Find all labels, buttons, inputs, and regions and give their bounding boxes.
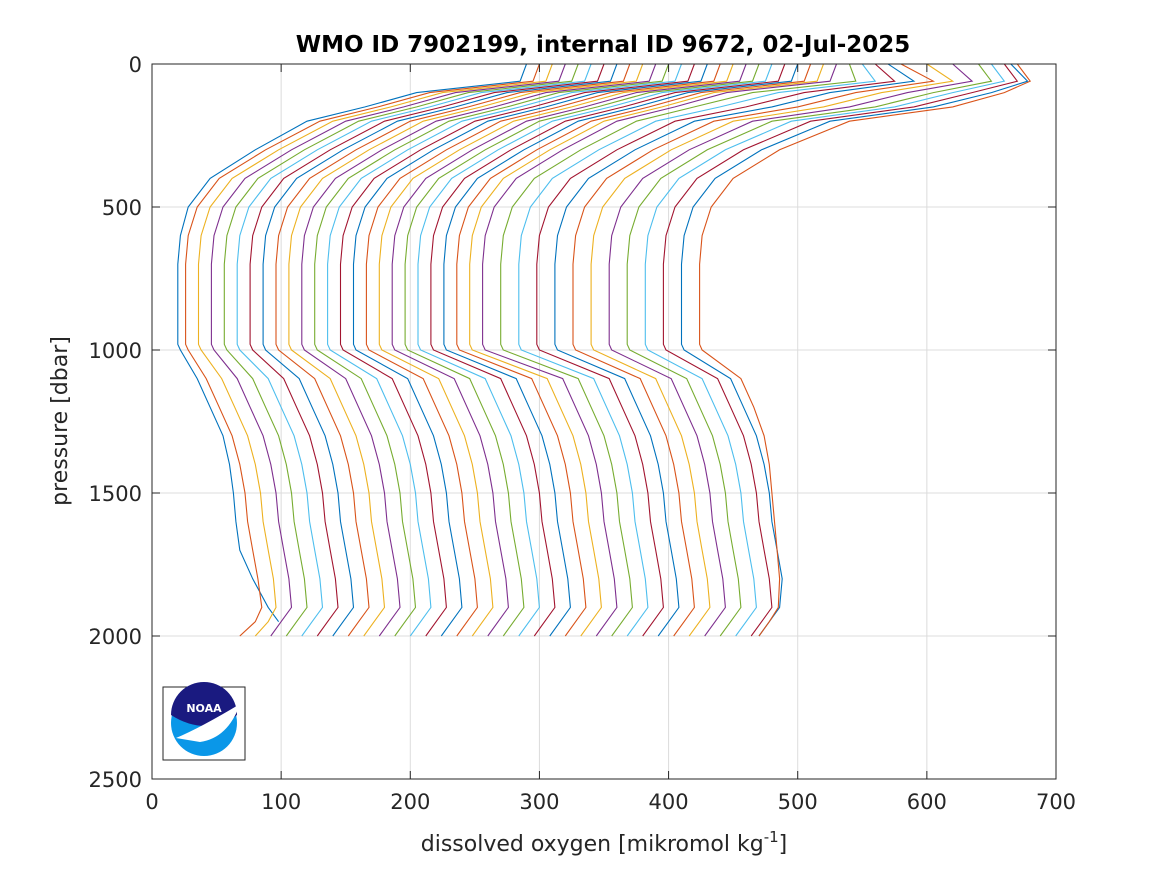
profile-line [185, 63, 540, 637]
tick-marks [151, 63, 1057, 780]
x-tick-label: 500 [778, 790, 818, 814]
x-axis-label-superscript: -1 [764, 828, 779, 846]
y-tick-label: 2500 [89, 768, 142, 792]
x-tick-label: 0 [145, 790, 158, 814]
noaa-logo: NOAA [162, 682, 246, 761]
y-tick-label: 500 [102, 196, 142, 220]
profile-line [197, 63, 553, 637]
profile-line [644, 63, 1006, 637]
profile-line [417, 63, 773, 637]
profile-line [430, 63, 786, 637]
y-tick-labels: 0 500 1000 1500 2000 2500 [89, 53, 142, 792]
profile-line [404, 63, 760, 637]
profile-line [288, 63, 644, 637]
profile-line [626, 63, 993, 637]
x-tick-label: 100 [261, 790, 301, 814]
x-axis-label: dissolved oxygen [mikromol kg-1] [421, 828, 788, 857]
x-tick-label: 600 [907, 790, 947, 814]
profile-line [378, 63, 734, 637]
y-tick-label: 0 [129, 53, 142, 77]
profile-line [608, 63, 974, 637]
y-axis-label: pressure [dbar] [48, 336, 73, 506]
profile-line [177, 63, 528, 623]
x-axis-label-suffix: ] [779, 832, 788, 857]
profile-line [554, 63, 916, 637]
profile-line [365, 63, 721, 637]
profile-line [662, 63, 1019, 637]
profile-line [699, 63, 1032, 637]
y-tick-label: 1000 [89, 339, 142, 363]
profile-line [262, 63, 618, 637]
profile-line [536, 63, 896, 637]
plot-frame [151, 63, 1057, 780]
profile-line [590, 63, 955, 637]
profile-line [518, 63, 877, 637]
profile-line [314, 63, 670, 637]
profile-line [236, 63, 592, 637]
chart-title: WMO ID 7902199, internal ID 9672, 02-Jul… [296, 32, 911, 58]
oxygen-profiles [177, 63, 1032, 637]
profile-line [572, 63, 936, 637]
x-tick-labels: 0 100 200 300 400 500 600 700 [145, 790, 1076, 814]
x-tick-label: 200 [390, 790, 430, 814]
logo-gull [176, 704, 240, 742]
profile-line [352, 63, 708, 637]
y-tick-label: 1500 [89, 482, 142, 506]
y-tick-label: 2000 [89, 625, 142, 649]
profile-line [223, 63, 579, 637]
profile-line [391, 63, 747, 637]
profile-line [249, 63, 605, 637]
profile-line [456, 63, 812, 637]
x-tick-label: 300 [519, 790, 559, 814]
x-axis-label-main: dissolved oxygen [mikromol kg [421, 832, 764, 857]
logo-top [171, 682, 237, 726]
x-tick-label: 700 [1036, 790, 1076, 814]
profile-line [327, 63, 683, 637]
profile-line [301, 63, 657, 637]
x-tick-label: 400 [649, 790, 689, 814]
profile-line [469, 63, 825, 637]
profile-line [500, 63, 857, 637]
profile-line [275, 63, 631, 637]
profile-line [482, 63, 838, 637]
profile-line [210, 63, 566, 637]
profile-line [443, 63, 799, 637]
profile-line [339, 63, 695, 637]
logo-text: NOAA [186, 702, 222, 715]
